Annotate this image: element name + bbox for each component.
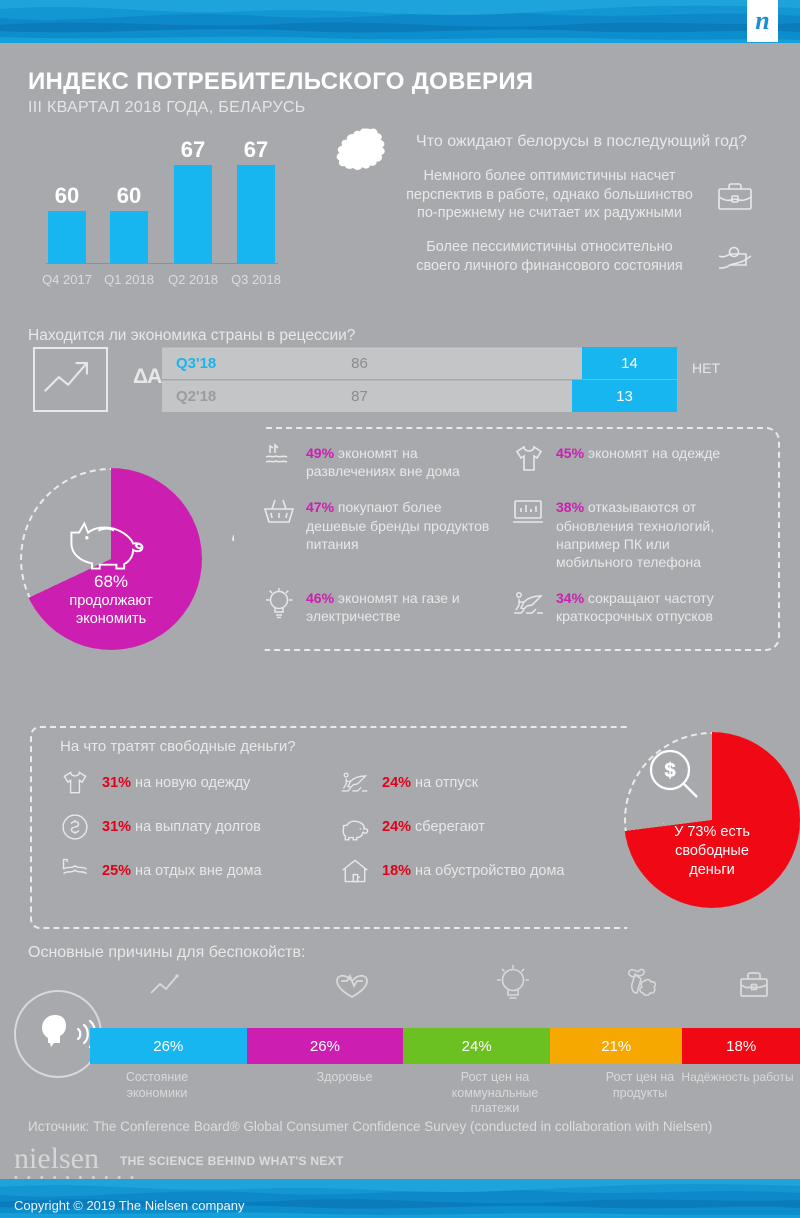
svg-text:$: $ bbox=[664, 760, 675, 782]
